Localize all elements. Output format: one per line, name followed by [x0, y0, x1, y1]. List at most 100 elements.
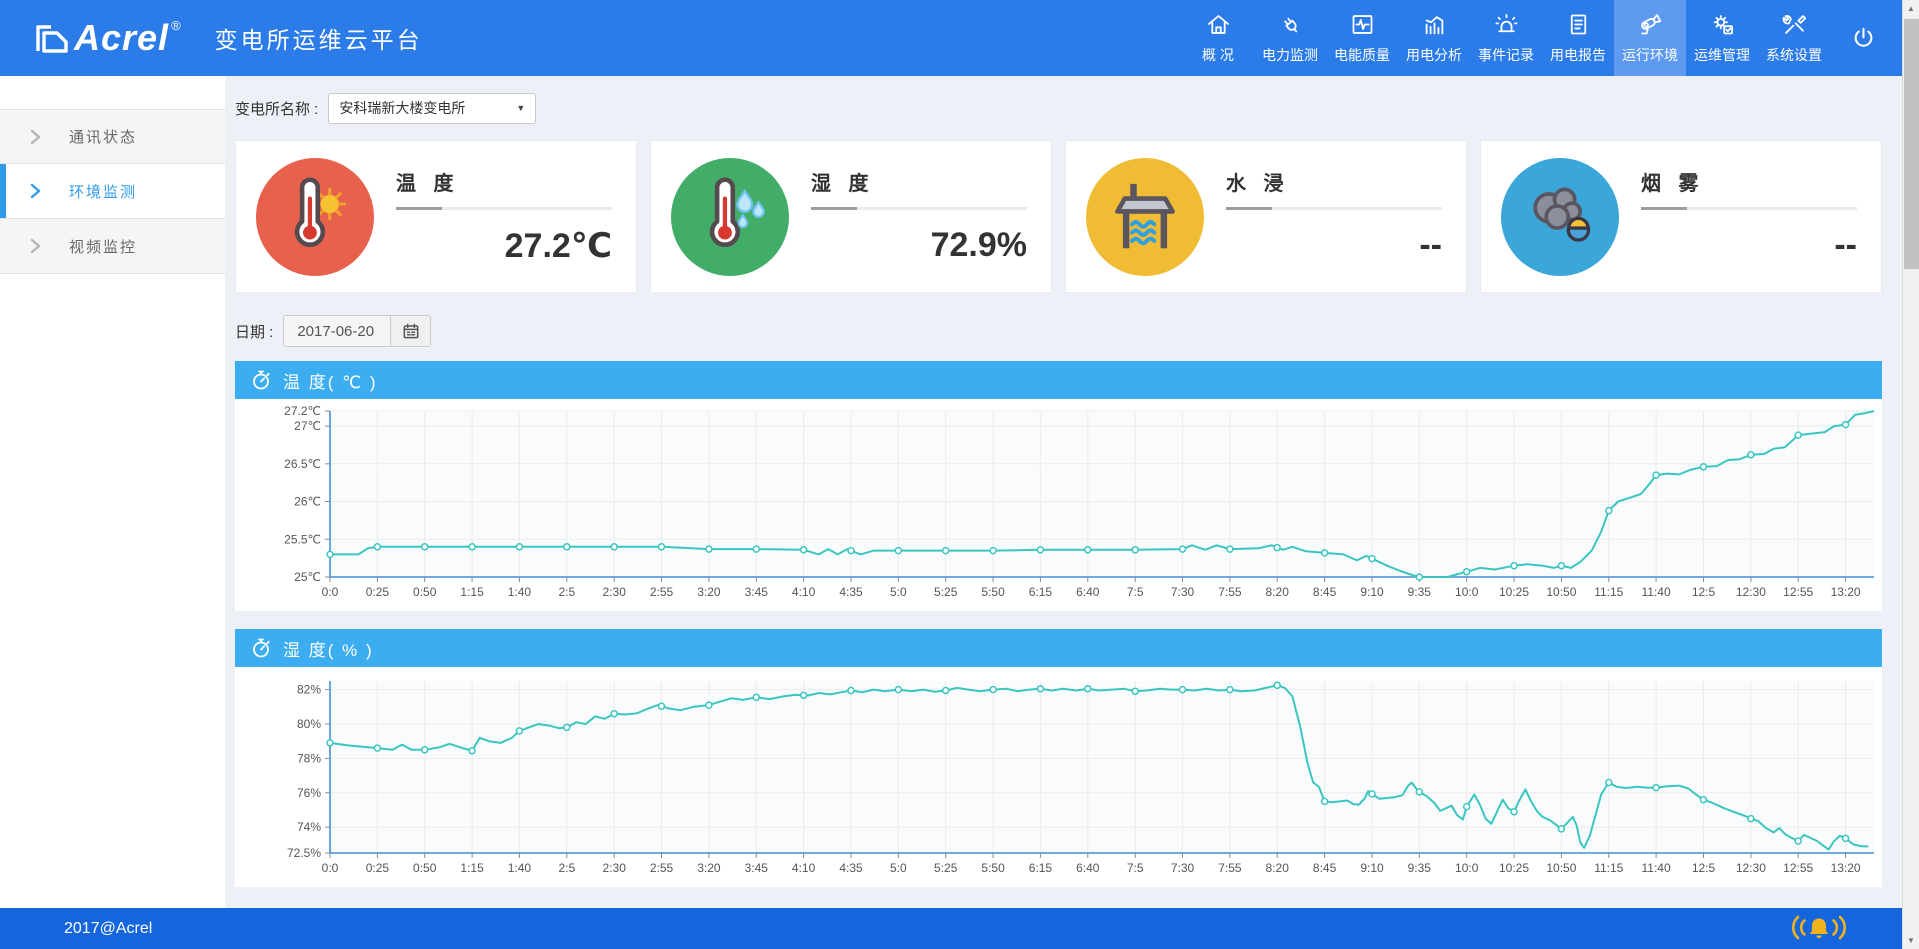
sidebar-item-video-surveillance[interactable]: 视频监控	[0, 219, 225, 274]
data-marker	[1605, 506, 1613, 515]
svg-text:11:15: 11:15	[1594, 861, 1623, 875]
data-marker	[468, 543, 476, 551]
data-marker	[1794, 837, 1802, 845]
svg-text:7:55: 7:55	[1218, 861, 1242, 875]
water-immersion-card: 水 浸 --	[1065, 140, 1467, 293]
temperature-panel: 温 度( ℃ ) 25℃ 25.5℃ 26℃ 26.5℃ 27℃ 27.2℃ 0:0 0:25…	[235, 361, 1882, 611]
data-marker	[1131, 687, 1139, 696]
data-marker	[1036, 684, 1045, 693]
logo-text: Acrel	[74, 17, 170, 58]
date-input[interactable]: 2017-06-20	[297, 322, 375, 340]
calendar-button[interactable]	[390, 316, 431, 346]
data-marker	[1510, 807, 1518, 816]
nav-item-power-quality[interactable]: 电能质量	[1326, 0, 1398, 76]
svg-text:8:20: 8:20	[1266, 585, 1290, 599]
nav-item-energy-report[interactable]: 用电报告	[1542, 0, 1614, 76]
vertical-scrollbar[interactable]: ▲ ▼	[1902, 0, 1919, 949]
plug-icon	[1283, 17, 1297, 33]
scrollbar-up-arrow[interactable]: ▲	[1907, 4, 1915, 13]
data-marker	[1226, 685, 1234, 694]
data-marker	[515, 727, 524, 735]
data-marker	[373, 543, 382, 551]
station-select-value: 安科瑞新大楼变电所	[339, 100, 466, 116]
svg-text:12:30: 12:30	[1736, 861, 1766, 875]
logo-registered-mark: ®	[171, 18, 181, 33]
card-divider	[396, 207, 612, 210]
svg-text:6:15: 6:15	[1029, 861, 1053, 875]
line-chart-svg: 72.5% 74% 76% 78% 80% 82% 0:0 0:25 0:50 1:15 1:40 2…	[287, 681, 1874, 875]
gear-icon	[1713, 15, 1733, 35]
svg-text:8:45: 8:45	[1313, 861, 1337, 875]
nav-item-power-monitoring[interactable]: 电力监测	[1254, 0, 1326, 76]
svg-text:76%: 76%	[297, 786, 321, 800]
sidebar-item-environment-monitoring[interactable]: 环境监测	[0, 164, 225, 219]
nav-item-event-log[interactable]: 事件记录	[1470, 0, 1542, 76]
power-button[interactable]	[1830, 0, 1896, 76]
humidity-card: 湿 度 72.9%	[650, 140, 1052, 293]
data-marker	[1415, 788, 1424, 796]
svg-text:9:35: 9:35	[1408, 585, 1432, 599]
data-marker	[1036, 546, 1045, 554]
data-marker	[610, 709, 618, 718]
svg-text:12:5: 12:5	[1692, 861, 1716, 875]
temperature-panel-header: 温 度( ℃ )	[235, 361, 1882, 399]
svg-text:10:0: 10:0	[1455, 585, 1479, 599]
data-marker	[657, 543, 666, 551]
card-title: 温 度	[396, 173, 460, 195]
svg-text:25℃: 25℃	[294, 570, 321, 584]
scrollbar-down-arrow[interactable]: ▼	[1907, 936, 1915, 945]
station-select[interactable]: 安科瑞新大楼变电所 ▼	[328, 92, 537, 124]
top-header: Acrel ® 变电所运维云平台 概 况 电力监测 电能质量	[0, 0, 1902, 76]
svg-text:4:10: 4:10	[792, 585, 816, 599]
card-divider	[1641, 207, 1857, 210]
data-marker	[705, 701, 713, 709]
svg-text:10:0: 10:0	[1455, 861, 1479, 875]
data-marker	[1084, 546, 1092, 554]
nav-label: 用电分析	[1406, 47, 1462, 63]
svg-text:7:55: 7:55	[1218, 585, 1242, 599]
svg-text:0:0: 0:0	[322, 585, 339, 599]
svg-text:2:30: 2:30	[603, 861, 627, 875]
svg-text:4:35: 4:35	[839, 861, 863, 875]
card-body: 温 度 27.2℃	[396, 141, 612, 266]
report-icon	[1570, 14, 1586, 35]
data-marker	[941, 546, 950, 555]
data-marker	[1510, 561, 1518, 570]
data-marker	[1747, 451, 1755, 459]
data-marker	[1462, 802, 1471, 811]
svg-text:12:55: 12:55	[1783, 861, 1813, 875]
svg-text:1:15: 1:15	[460, 861, 484, 875]
svg-text:82%: 82%	[297, 683, 321, 697]
data-marker	[847, 686, 855, 695]
nav-item-system-settings[interactable]: 系统设置	[1758, 0, 1830, 76]
sidebar-item-communication-status[interactable]: 通讯状态	[0, 109, 225, 164]
data-marker	[373, 744, 382, 752]
nav-item-ops-management[interactable]: 运维管理	[1686, 0, 1758, 76]
data-marker	[326, 550, 334, 559]
stopwatch-icon	[253, 638, 270, 658]
svg-text:11:40: 11:40	[1642, 585, 1671, 599]
svg-text:7:5: 7:5	[1127, 585, 1144, 599]
data-marker	[1841, 834, 1850, 843]
sidebar-item-label: 视频监控	[69, 238, 138, 256]
nav-item-overview[interactable]: 概 况	[1182, 0, 1254, 76]
data-marker	[894, 546, 903, 555]
station-row: 变电所名称 : 安科瑞新大楼变电所 ▼	[235, 92, 1882, 124]
data-marker	[1462, 567, 1471, 576]
svg-text:5:50: 5:50	[981, 585, 1005, 599]
caret-down-icon: ▼	[516, 103, 526, 113]
alarm-bell-button[interactable]	[1788, 914, 1850, 944]
svg-text:7:5: 7:5	[1127, 861, 1144, 875]
nav-item-energy-analysis[interactable]: 用电分析	[1398, 0, 1470, 76]
svg-text:6:40: 6:40	[1076, 585, 1100, 599]
svg-text:4:35: 4:35	[839, 585, 863, 599]
svg-text:74%: 74%	[297, 820, 321, 834]
svg-text:1:40: 1:40	[508, 585, 532, 599]
svg-text:9:10: 9:10	[1360, 861, 1384, 875]
smoke-value: --	[1834, 226, 1857, 264]
scrollbar-thumb[interactable]	[1904, 19, 1919, 269]
nav-item-environment[interactable]: 运行环境	[1614, 0, 1686, 76]
data-marker	[515, 543, 524, 551]
card-divider	[1226, 207, 1442, 210]
